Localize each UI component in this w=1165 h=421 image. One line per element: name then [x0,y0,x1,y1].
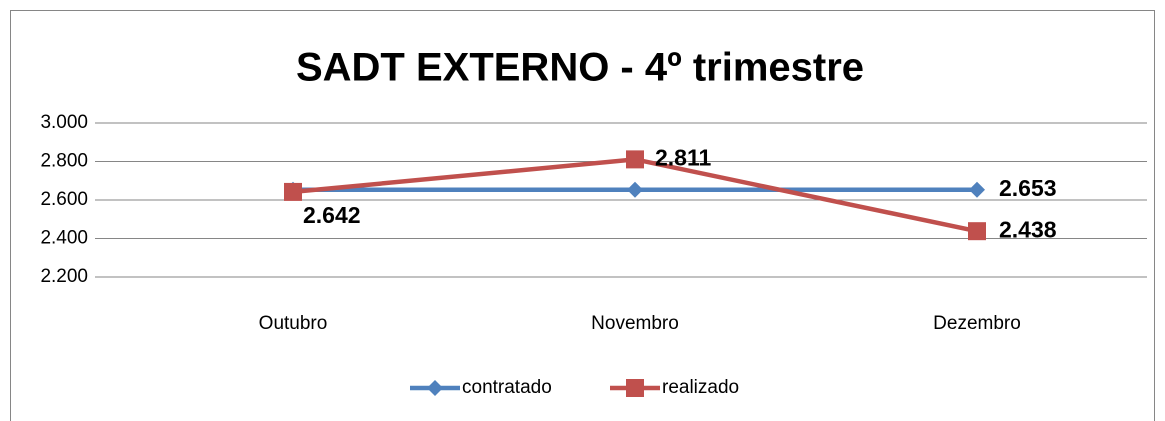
y-tick-label: 2.400 [40,228,88,249]
x-tick-label: Dezembro [933,313,1021,334]
data-point [284,182,302,201]
data-label: 2.653 [999,175,1057,201]
x-tick-label: Novembro [591,313,679,334]
data-label: 2.438 [999,216,1057,242]
data-point [969,181,985,198]
chart-border [10,10,1155,421]
y-tick-label: 2.600 [40,189,88,210]
legend-label: contratado [462,377,552,398]
legend-marker [626,379,644,397]
chart-title: SADT EXTERNO - 4º trimestre [296,46,864,90]
data-label: 2.642 [303,202,361,228]
data-point [626,150,644,169]
y-tick-label: 3.000 [40,112,88,133]
y-tick-label: 2.200 [40,266,88,287]
data-point [968,222,986,241]
legend-label: realizado [662,377,739,398]
legend-marker [427,380,443,396]
x-tick-label: Outubro [259,313,328,334]
data-point [627,181,643,198]
data-label: 2.811 [655,144,711,170]
y-tick-label: 2.800 [40,151,88,172]
